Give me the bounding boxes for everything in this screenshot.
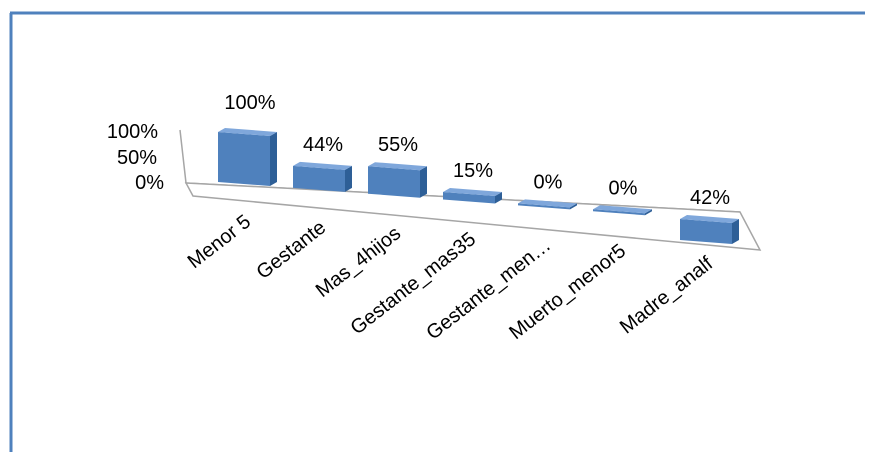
bar-5 bbox=[593, 205, 652, 216]
bar-front bbox=[218, 132, 270, 186]
y-tick-label: 0% bbox=[135, 172, 164, 194]
y-axis-ticks: 100% 50% 0% bbox=[107, 121, 164, 194]
bar-side bbox=[270, 132, 277, 186]
data-label: 0% bbox=[609, 177, 638, 199]
bar-3 bbox=[443, 188, 502, 204]
bar-0 bbox=[218, 128, 277, 186]
bars bbox=[218, 128, 739, 245]
bar-side bbox=[732, 219, 739, 245]
bar-front bbox=[293, 165, 345, 192]
bar-1 bbox=[293, 161, 352, 192]
data-label: 0% bbox=[534, 171, 563, 193]
bar-top bbox=[593, 205, 652, 214]
bar-front bbox=[368, 166, 420, 198]
bar-side bbox=[345, 165, 352, 192]
data-label: 42% bbox=[690, 187, 730, 209]
bar-top bbox=[368, 162, 427, 171]
bar-4 bbox=[518, 199, 577, 210]
bar-top bbox=[218, 128, 277, 136]
category-label: Menor 5 bbox=[184, 211, 255, 274]
bar-2 bbox=[368, 162, 427, 198]
category-label: Madre_analf bbox=[616, 252, 718, 338]
bar-front bbox=[593, 209, 645, 216]
data-label: 55% bbox=[378, 134, 418, 156]
data-label: 44% bbox=[303, 134, 343, 156]
category-label: Gestante bbox=[253, 216, 331, 283]
bar-6 bbox=[680, 215, 739, 245]
bar-side bbox=[570, 203, 577, 210]
bar-top bbox=[680, 215, 739, 224]
bar-top bbox=[293, 161, 352, 170]
y-tick-label: 50% bbox=[117, 147, 157, 169]
bar-front bbox=[680, 219, 732, 245]
bar-top bbox=[518, 199, 577, 208]
y-tick-label: 100% bbox=[107, 121, 158, 143]
bar-side bbox=[495, 192, 502, 204]
bar-side bbox=[645, 209, 652, 216]
bar-top bbox=[443, 188, 502, 197]
data-label: 100% bbox=[224, 92, 275, 114]
data-label: 15% bbox=[453, 160, 493, 182]
bar-front bbox=[518, 203, 570, 210]
bar-front bbox=[443, 192, 495, 204]
data-labels: 100% 44% 55% 15% 0% 0% 42% bbox=[224, 92, 730, 209]
bar-side bbox=[420, 166, 427, 198]
